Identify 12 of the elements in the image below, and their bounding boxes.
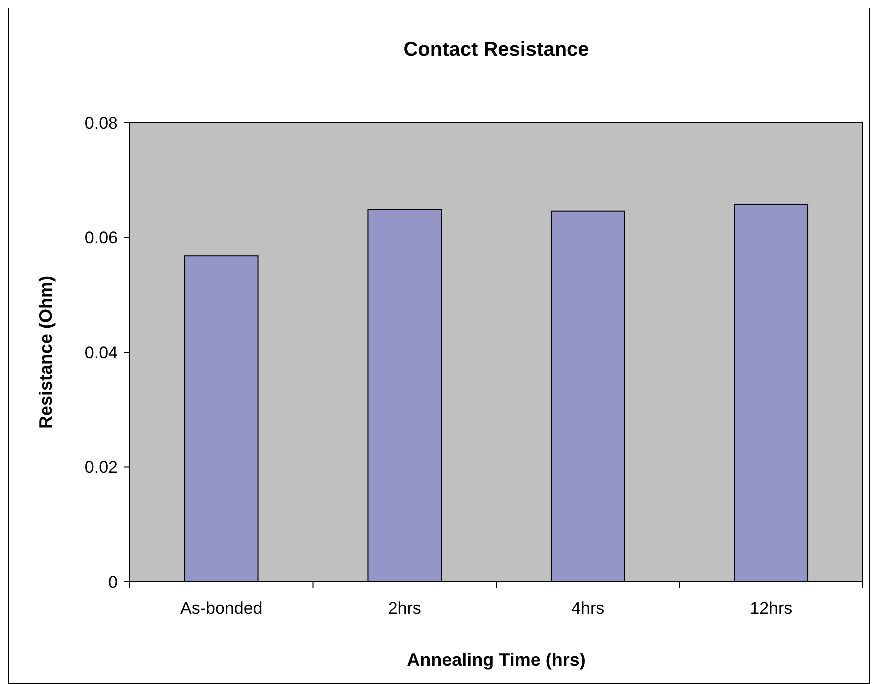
y-tick-label: 0.08 bbox=[84, 114, 118, 133]
chart-title: Contact Resistance bbox=[404, 39, 590, 61]
x-axis-title: Annealing Time (hrs) bbox=[407, 650, 586, 670]
y-axis-title: Resistance (Ohm) bbox=[36, 276, 56, 430]
y-tick-label: 0 bbox=[108, 572, 118, 592]
y-tick-label: 0.02 bbox=[84, 458, 118, 478]
x-tick-label: 4hrs bbox=[572, 599, 605, 618]
x-tick-label: As-bonded bbox=[180, 599, 263, 618]
x-tick-label: 12hrs bbox=[750, 599, 793, 618]
x-tick-label: 2hrs bbox=[388, 599, 422, 618]
y-tick-label: 0.06 bbox=[84, 228, 118, 248]
y-tick-label: 0.04 bbox=[84, 343, 118, 362]
